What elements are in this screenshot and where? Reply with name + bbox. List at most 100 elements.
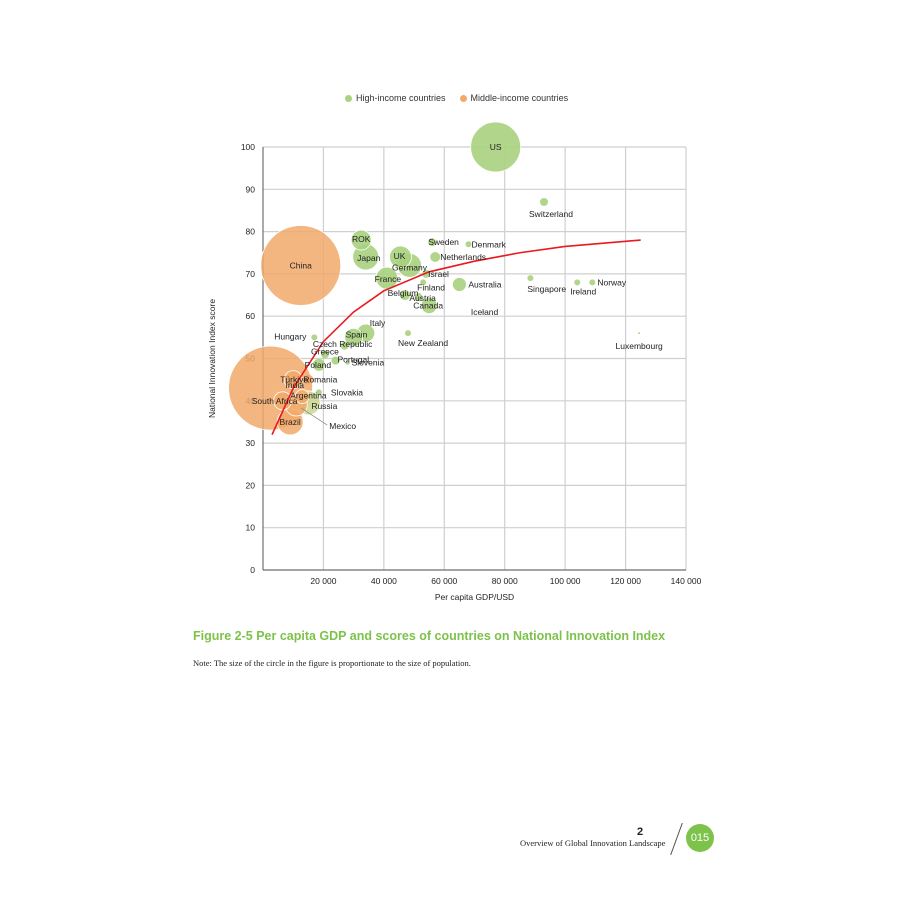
y-tick-label: 80: [246, 227, 256, 237]
bubble: [340, 341, 349, 350]
legend-label: Middle-income countries: [470, 93, 569, 103]
bubble-label: Poland: [305, 360, 332, 370]
bubble-label: Japan: [357, 253, 380, 263]
bubble-label: Russia: [311, 401, 337, 411]
legend-label: High-income countries: [356, 93, 446, 103]
bubble-label: Portugal: [338, 355, 370, 365]
bubble-label: Czech Republic: [313, 339, 373, 349]
x-tick-label: 60 000: [431, 576, 457, 586]
bubble: [350, 229, 372, 251]
bubble: [344, 327, 364, 347]
y-tick-label: 10: [246, 523, 256, 533]
bubble: [638, 332, 641, 335]
bubble: [260, 225, 342, 306]
bubble-label: Finland: [417, 282, 445, 292]
x-tick-label: 140 000: [671, 576, 702, 586]
bubble-label: New Zealand: [398, 338, 448, 348]
bubble: [539, 197, 548, 206]
bubble: [430, 251, 441, 262]
bubble: [470, 121, 522, 173]
trendline: [271, 239, 641, 435]
bubble-label: Hungary: [274, 331, 307, 341]
bubble-label: Romania: [303, 375, 337, 385]
x-tick-label: 20 000: [310, 576, 336, 586]
bubble-label: Argentina: [290, 391, 327, 401]
bubble: [527, 275, 534, 282]
y-tick-label: 60: [246, 311, 256, 321]
bubble-label: Norway: [597, 277, 627, 287]
bubble: [294, 389, 310, 404]
y-tick-label: 90: [246, 184, 256, 194]
x-axis-label: Per capita GDP/USD: [435, 592, 514, 602]
bubble: [345, 360, 350, 365]
bubble-label: UK: [394, 251, 406, 261]
bubble-label: Mexico: [329, 421, 356, 431]
bubble: [428, 238, 437, 247]
bubble-label: ROK: [352, 234, 371, 244]
y-tick-label: 70: [246, 269, 256, 279]
y-tick-label: 100: [241, 142, 255, 152]
bubble-label: India: [286, 380, 305, 390]
bubble-label: Singapore: [527, 284, 566, 294]
bubble-label: Belgium: [388, 288, 419, 298]
chapter-number: 2: [637, 826, 644, 838]
bubble-label: China: [290, 260, 312, 270]
chart-legend: High-income countries Middle-income coun…: [345, 93, 568, 103]
figure-note: Note: The size of the circle in the figu…: [193, 658, 471, 668]
x-tick-label: 40 000: [371, 576, 397, 586]
bubble-label: Denmark: [471, 239, 506, 249]
bubble: [405, 330, 412, 337]
bubble-label: Austria: [409, 293, 436, 303]
bubble-label: Luxembourg: [616, 341, 664, 351]
bubble: [331, 356, 340, 365]
high-income-swatch-icon: [345, 94, 352, 102]
bubble: [574, 279, 581, 286]
bubble-label: Greece: [311, 346, 339, 356]
bubble-label: US: [490, 142, 502, 152]
bubble-label: Iceland: [471, 307, 499, 317]
bubble-label: Slovenia: [352, 358, 385, 368]
bubble-label: France: [375, 274, 402, 284]
bubble-label: Spain: [346, 329, 368, 339]
bubble: [311, 334, 318, 341]
bubble: [482, 310, 485, 313]
bubble-label: Australia: [468, 279, 501, 289]
chapter-title: Overview of Global Innovation Landscape: [520, 838, 666, 848]
middle-income-swatch-icon: [459, 94, 467, 102]
y-axis-label: National Innovation Index score: [207, 299, 217, 418]
y-tick-label: 20: [246, 480, 256, 490]
bubble-label: Israel: [428, 269, 449, 279]
bubble: [420, 297, 438, 315]
bubble: [320, 350, 329, 359]
bubble-label: Slovakia: [331, 387, 363, 397]
bubble-label: Türkiye: [280, 375, 308, 385]
bubble: [420, 279, 427, 286]
bubble-label: Canada: [413, 301, 443, 311]
y-tick-label: 30: [246, 438, 256, 448]
figure-caption: Figure 2-5 Per capita GDP and scores of …: [193, 629, 666, 643]
bubble-label: Ireland: [570, 286, 596, 296]
bubble: [589, 279, 596, 286]
bubble-label: Sweden: [428, 237, 459, 247]
bubble-label: South Africa: [252, 396, 298, 406]
legend-item-high-income: High-income countries: [345, 93, 446, 103]
bubble: [389, 245, 412, 269]
x-tick-label: 100 000: [550, 576, 581, 586]
bubble-label: Italy: [370, 318, 386, 328]
bubble-label: Switzerland: [529, 209, 573, 219]
bubble-label: Germany: [392, 262, 428, 272]
bubble: [312, 358, 325, 371]
x-tick-label: 120 000: [610, 576, 641, 586]
bubble-label: Netherlands: [440, 252, 486, 262]
bubble-label: Brazil: [280, 417, 301, 427]
bubble: [451, 277, 467, 292]
x-tick-label: 80 000: [492, 576, 518, 586]
mexico-leader-line: [301, 407, 328, 426]
page-number-badge: 015: [686, 824, 714, 852]
bubble: [400, 290, 411, 301]
bubble: [465, 241, 472, 248]
legend-item-middle-income: Middle-income countries: [459, 93, 569, 103]
bubble: [303, 374, 314, 385]
bubble: [315, 389, 322, 396]
